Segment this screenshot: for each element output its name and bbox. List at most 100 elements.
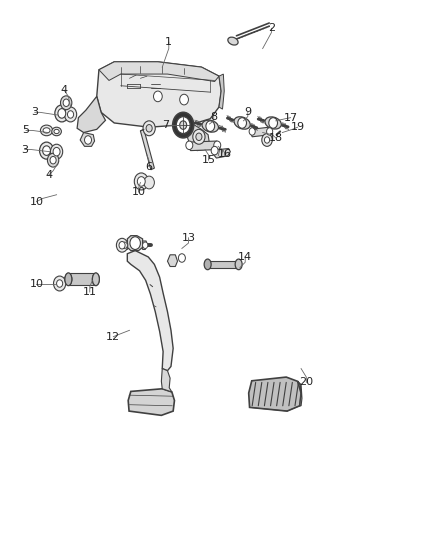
Circle shape: [50, 157, 56, 164]
Circle shape: [193, 130, 205, 144]
Circle shape: [39, 142, 53, 159]
Text: 8: 8: [210, 111, 217, 122]
Polygon shape: [208, 261, 239, 268]
Circle shape: [85, 136, 92, 144]
Text: 18: 18: [268, 133, 283, 143]
Text: 11: 11: [83, 287, 97, 297]
Circle shape: [214, 141, 221, 150]
Circle shape: [130, 237, 141, 249]
Ellipse shape: [228, 37, 238, 45]
Circle shape: [55, 105, 69, 122]
Ellipse shape: [265, 117, 281, 129]
Circle shape: [249, 128, 255, 135]
Circle shape: [57, 280, 63, 287]
Text: 13: 13: [181, 233, 195, 243]
Circle shape: [50, 144, 63, 159]
Polygon shape: [187, 124, 209, 151]
Ellipse shape: [43, 128, 50, 133]
Text: 20: 20: [299, 377, 313, 387]
Circle shape: [122, 242, 127, 248]
Text: 5: 5: [22, 125, 29, 135]
Ellipse shape: [54, 130, 59, 134]
Ellipse shape: [235, 259, 242, 270]
Text: 10: 10: [29, 279, 43, 288]
Circle shape: [153, 91, 162, 102]
Text: 4: 4: [45, 170, 52, 180]
Text: 10: 10: [132, 187, 146, 197]
Circle shape: [180, 94, 188, 105]
Circle shape: [196, 133, 202, 141]
Circle shape: [146, 125, 152, 132]
Circle shape: [262, 134, 272, 147]
Text: 7: 7: [162, 120, 170, 130]
Ellipse shape: [92, 273, 99, 286]
Circle shape: [134, 173, 148, 190]
Polygon shape: [297, 381, 302, 406]
Ellipse shape: [65, 273, 72, 285]
Polygon shape: [128, 389, 174, 415]
Ellipse shape: [202, 120, 219, 132]
Polygon shape: [219, 74, 224, 109]
Circle shape: [180, 121, 187, 130]
Text: 2: 2: [268, 23, 275, 34]
Polygon shape: [143, 241, 148, 249]
Polygon shape: [251, 127, 272, 137]
Ellipse shape: [234, 117, 250, 129]
Text: 10: 10: [29, 197, 43, 207]
Circle shape: [238, 118, 247, 128]
Circle shape: [265, 137, 270, 143]
Text: 16: 16: [218, 149, 232, 159]
Circle shape: [143, 121, 155, 136]
Polygon shape: [127, 236, 143, 251]
Polygon shape: [123, 241, 127, 249]
Polygon shape: [161, 368, 172, 392]
Ellipse shape: [204, 259, 211, 270]
Circle shape: [63, 99, 69, 107]
Polygon shape: [68, 273, 96, 285]
Polygon shape: [249, 377, 301, 411]
Circle shape: [211, 147, 218, 155]
Circle shape: [60, 96, 72, 110]
Text: 6: 6: [146, 161, 152, 172]
Circle shape: [176, 117, 190, 134]
Text: 17: 17: [283, 112, 298, 123]
Circle shape: [42, 146, 50, 156]
Circle shape: [117, 238, 128, 252]
Circle shape: [206, 121, 215, 132]
Circle shape: [58, 109, 66, 118]
Text: 19: 19: [290, 122, 305, 132]
Circle shape: [67, 111, 74, 118]
Ellipse shape: [40, 125, 53, 136]
Circle shape: [186, 141, 193, 150]
Text: 15: 15: [201, 155, 215, 165]
Polygon shape: [127, 251, 173, 370]
Polygon shape: [99, 62, 219, 82]
Ellipse shape: [52, 127, 61, 136]
Polygon shape: [97, 62, 221, 127]
Polygon shape: [214, 147, 230, 158]
Circle shape: [138, 176, 145, 186]
Text: 3: 3: [31, 107, 38, 117]
Circle shape: [144, 176, 154, 189]
Text: 4: 4: [60, 85, 67, 95]
Polygon shape: [80, 133, 95, 147]
Circle shape: [53, 148, 60, 156]
Ellipse shape: [65, 273, 72, 286]
Circle shape: [269, 118, 278, 128]
Polygon shape: [187, 141, 220, 151]
Polygon shape: [77, 96, 106, 133]
Ellipse shape: [92, 273, 99, 285]
Circle shape: [47, 154, 59, 167]
Text: 1: 1: [165, 37, 172, 47]
Circle shape: [267, 128, 273, 135]
Polygon shape: [167, 255, 177, 266]
Circle shape: [119, 241, 125, 249]
Text: 3: 3: [21, 144, 28, 155]
Text: 14: 14: [238, 252, 252, 262]
Circle shape: [64, 107, 77, 122]
Polygon shape: [141, 130, 154, 169]
Text: 9: 9: [244, 107, 251, 117]
Text: 12: 12: [106, 332, 120, 342]
Circle shape: [178, 254, 185, 262]
Circle shape: [53, 276, 66, 291]
